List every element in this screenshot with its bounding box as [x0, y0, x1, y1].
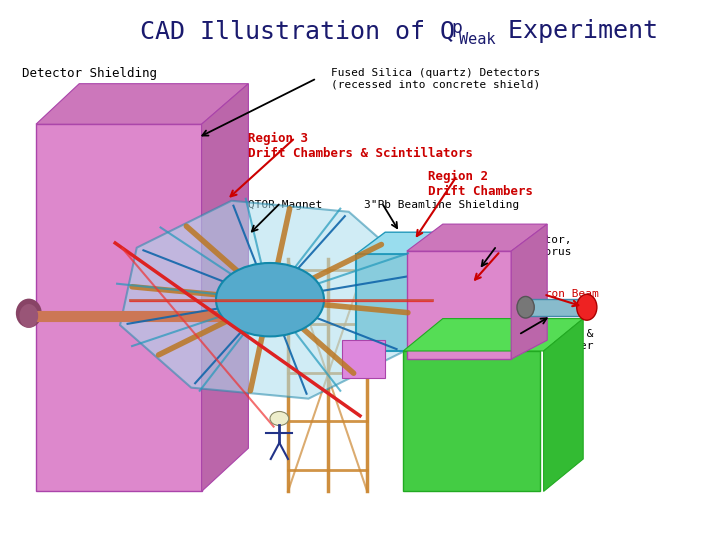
Polygon shape	[36, 84, 248, 124]
Polygon shape	[407, 224, 547, 251]
FancyBboxPatch shape	[36, 124, 202, 491]
Text: 35 cm LH₂ Target &
Scattering Chamber: 35 cm LH₂ Target & Scattering Chamber	[472, 329, 593, 351]
Text: p: p	[451, 19, 462, 37]
FancyBboxPatch shape	[526, 299, 583, 316]
Text: Detector Shielding: Detector Shielding	[22, 68, 157, 80]
FancyBboxPatch shape	[403, 351, 540, 491]
Text: Experiment: Experiment	[493, 19, 658, 43]
Text: CAD Illustration of Q: CAD Illustration of Q	[140, 19, 455, 43]
Polygon shape	[120, 201, 420, 399]
Ellipse shape	[517, 296, 534, 318]
Polygon shape	[202, 84, 248, 491]
Text: Electron Beam: Electron Beam	[511, 289, 599, 299]
Text: Fused Silica (quartz) Detectors
(recessed into concrete shield): Fused Silica (quartz) Detectors (recesse…	[331, 68, 541, 89]
Polygon shape	[511, 224, 547, 359]
FancyBboxPatch shape	[342, 340, 385, 378]
Ellipse shape	[216, 263, 324, 336]
Ellipse shape	[16, 299, 42, 328]
Ellipse shape	[577, 294, 597, 320]
Polygon shape	[403, 319, 583, 351]
FancyBboxPatch shape	[356, 254, 418, 351]
Text: Region 3
Drift Chambers & Scintillators: Region 3 Drift Chambers & Scintillators	[248, 132, 474, 160]
Text: Region 2
Drift Chambers: Region 2 Drift Chambers	[428, 170, 534, 198]
Text: Weak: Weak	[459, 32, 496, 48]
Polygon shape	[418, 232, 446, 351]
Text: 3"Pb Beamline Shielding: 3"Pb Beamline Shielding	[364, 200, 519, 210]
Ellipse shape	[19, 304, 38, 328]
Text: Double Collimator,
GEM's & Mini-torus: Double Collimator, GEM's & Mini-torus	[450, 235, 572, 256]
FancyBboxPatch shape	[407, 251, 511, 359]
Circle shape	[270, 411, 289, 426]
Polygon shape	[356, 232, 446, 254]
Polygon shape	[544, 319, 583, 491]
Text: QTOR Magnet: QTOR Magnet	[248, 200, 323, 210]
